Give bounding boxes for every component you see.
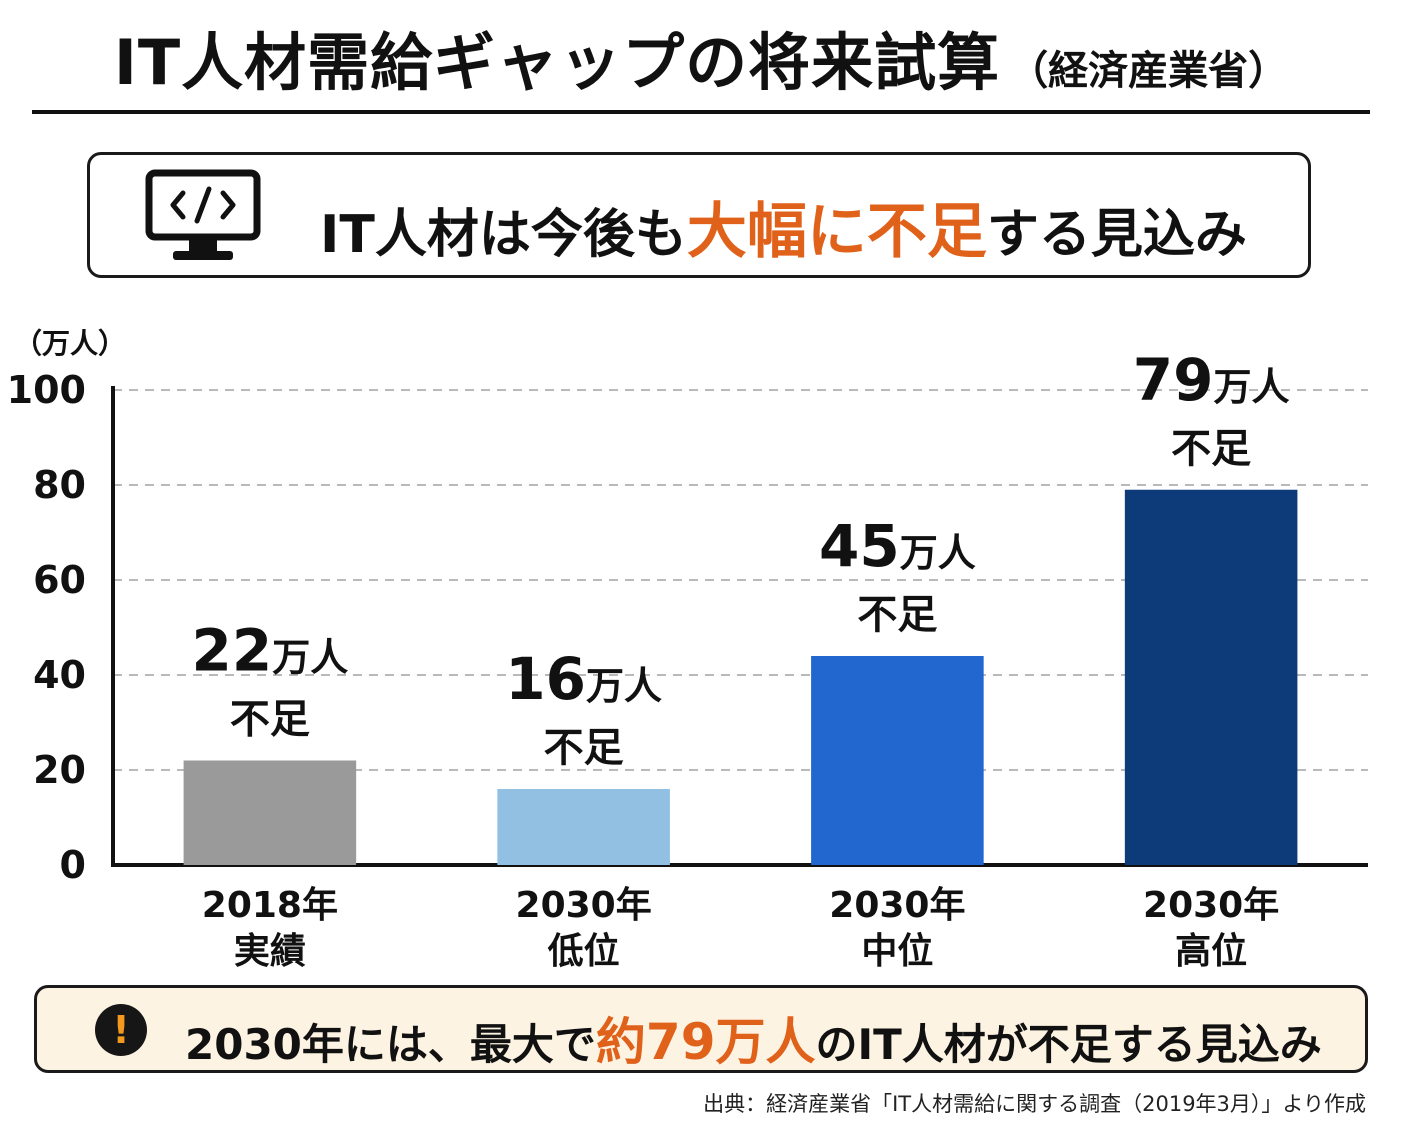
y-tick-label: 100 bbox=[7, 368, 86, 412]
y-tick-label: 20 bbox=[33, 748, 86, 792]
bar bbox=[497, 789, 670, 865]
y-tick-label: 40 bbox=[33, 653, 86, 697]
x-category-year: 2030年 bbox=[516, 885, 652, 926]
bar-value-label: 79万人 bbox=[1133, 346, 1290, 414]
bar-shortage-label: 不足 bbox=[230, 697, 310, 743]
bar-shortage-label: 不足 bbox=[857, 592, 937, 638]
bar-value-label: 45万人 bbox=[819, 512, 976, 580]
x-category-year: 2018年 bbox=[202, 885, 338, 926]
exclamation-icon: ! bbox=[95, 1004, 147, 1056]
title-subtitle: （経済産業省） bbox=[1008, 48, 1289, 94]
code-monitor-icon bbox=[145, 169, 261, 260]
y-tick-label: 60 bbox=[33, 558, 86, 602]
conclusion-highlight: 約79万人 bbox=[595, 1013, 816, 1071]
x-category-year: 2030年 bbox=[1143, 885, 1279, 926]
y-tick-label: 80 bbox=[33, 463, 86, 507]
bar-value-label: 22万人 bbox=[192, 617, 349, 685]
title-divider bbox=[32, 110, 1370, 114]
bar-value-label: 16万人 bbox=[505, 645, 662, 713]
message-post: する見込み bbox=[986, 205, 1247, 265]
x-category-year: 2030年 bbox=[829, 885, 965, 926]
source-note: 出典：経済産業省「IT人材需給に関する調査（2019年3月）」より作成 bbox=[703, 1092, 1366, 1116]
conclusion-post: のIT人材が不足する見込み bbox=[815, 1020, 1322, 1069]
x-category-scenario: 低位 bbox=[548, 931, 620, 972]
x-category-scenario: 中位 bbox=[861, 931, 933, 972]
conclusion-box: ! 2030年には、最大で約79万人のIT人材が不足する見込み bbox=[34, 985, 1368, 1073]
conclusion-text: 2030年には、最大で約79万人のIT人材が不足する見込み bbox=[185, 1002, 1322, 1074]
bar bbox=[1124, 489, 1298, 865]
bar bbox=[183, 760, 357, 865]
y-unit-label: （万人） bbox=[14, 327, 127, 360]
message-box: IT人材は今後も大幅に不足する見込み bbox=[87, 152, 1311, 278]
bar-shortage-label: 不足 bbox=[544, 725, 624, 771]
page-title: IT人材需給ギャップの将来試算 （経済産業省） bbox=[0, 12, 1402, 102]
y-tick-label: 0 bbox=[60, 843, 86, 887]
conclusion-pre: 2030年には、最大で bbox=[185, 1020, 596, 1069]
x-category-scenario: 高位 bbox=[1175, 931, 1247, 972]
bar-shortage-label: 不足 bbox=[1171, 426, 1251, 472]
message-pre: IT人材は今後も bbox=[320, 205, 687, 265]
message-text: IT人材は今後も大幅に不足する見込み bbox=[320, 183, 1247, 270]
title-text: IT人材需給ギャップの将来試算 bbox=[113, 26, 1001, 99]
message-highlight: 大幅に不足 bbox=[686, 197, 987, 267]
x-category-scenario: 実績 bbox=[234, 931, 306, 972]
bar bbox=[811, 656, 984, 865]
